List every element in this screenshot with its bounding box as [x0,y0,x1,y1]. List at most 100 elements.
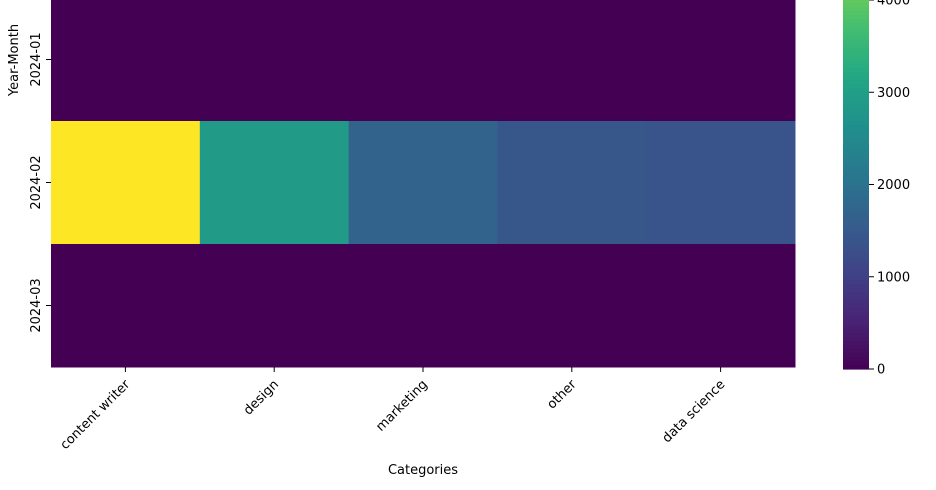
colorbar-segment [843,112,869,117]
heatmap-cell [646,244,796,368]
colorbar-segment [843,234,869,240]
colorbar-segment [843,181,869,187]
heatmap-cell [497,0,647,122]
colorbar-segment [843,87,869,93]
colorbar-segment [843,328,869,333]
colorbar-segment [843,161,869,166]
colorbar-segment [843,250,869,256]
colorbar-segment [843,258,869,264]
colorbar-segment [843,153,869,158]
colorbar-segment [843,14,869,20]
colorbar-tick-label: 0 [877,363,885,378]
colorbar-tick-label: 2000 [877,178,910,193]
colorbar-segment [843,75,869,81]
colorbar-segment [843,136,869,142]
colorbar-segment [843,364,869,370]
colorbar-segment [843,38,869,44]
colorbar-segment [843,299,869,305]
x-axis-ticks: content writer design marketing other data s… [58,367,729,453]
colorbar-tick-label: 3000 [877,86,910,101]
heatmap-cell [348,0,498,122]
heatmap-cell [497,121,647,245]
colorbar-segment [843,316,869,321]
colorbar-segment [843,283,869,289]
colorbar-segment [843,124,869,130]
colorbar-segment [843,63,869,69]
colorbar-tick-label: 1000 [877,270,910,285]
y-axis-ticks: 2024-01 2024-02 2024-03 [29,32,51,333]
heatmap-cell [51,244,201,368]
colorbar-segment [843,340,869,346]
colorbar-segment [843,104,869,109]
colorbar-segment [843,226,869,232]
heatmap-cell [646,121,796,245]
colorbar-segment [843,0,869,3]
colorbar-segment [843,144,869,150]
colorbar-segment [843,307,869,313]
y-tick-label: 2024-02 [29,155,44,209]
colorbar-segment [843,79,869,85]
colorbar-segment [843,128,869,134]
colorbar-segment [843,169,869,175]
colorbar-segment [843,2,869,7]
colorbar-segment [843,242,869,248]
colorbar-segment [843,148,869,154]
colorbar-segment [843,344,869,350]
heatmap-cell [348,244,498,368]
colorbar-segment [843,71,869,77]
colorbar-segment [843,30,869,36]
colorbar-segment [843,336,869,342]
colorbar-segment [843,91,869,97]
heatmap-cells [51,0,796,368]
colorbar-segment [843,116,869,122]
colorbar-segment [843,246,869,252]
colorbar-segment [843,6,869,12]
colorbar-segment [843,320,869,325]
colorbar-segment [843,96,869,101]
heatmap-cell [646,0,796,122]
colorbar-segment [843,18,869,24]
colorbar-segment [843,348,869,354]
colorbar-segment [843,279,869,285]
colorbar-segment [843,238,869,244]
colorbar-segment [843,230,869,236]
colorbar-segment [843,287,869,293]
x-tick-label: design [241,377,282,418]
colorbar-segment [843,210,869,215]
colorbar-segment [843,47,869,52]
colorbar-segment [843,271,869,276]
colorbar-segment [843,218,869,223]
colorbar-segment [843,177,869,183]
colorbar-segment [843,140,869,146]
colorbar-segment [843,275,869,280]
colorbar-segment [843,26,869,32]
colorbar-segment [843,352,869,358]
y-tick-label: 2024-01 [29,32,44,86]
colorbar-segment [843,83,869,89]
heatmap-cell [199,121,350,245]
colorbar-segment [843,206,869,211]
y-tick-label: 2024-03 [29,278,44,332]
colorbar-segment [843,295,869,301]
colorbar-segment [843,193,869,199]
colorbar-segment [843,360,869,366]
colorbar-segment [843,108,869,113]
x-tick-label: other [545,377,581,413]
colorbar-segment [843,173,869,179]
colorbar-segment [843,157,869,162]
colorbar-tick-label: 4000 [877,0,910,9]
x-tick-label: data science [660,377,729,446]
colorbar-segment [843,311,869,317]
heatmap-cell [348,121,498,245]
colorbar-segment [843,303,869,309]
colorbar-segment [843,34,869,40]
colorbar-segment [843,214,869,219]
colorbar-segment [843,189,869,195]
colorbar-segment [843,197,869,203]
colorbar-segment [843,165,869,170]
colorbar-segment [843,51,869,56]
colorbar-segment [843,254,869,260]
colorbar-segment [843,267,869,272]
heatmap-cell [199,0,350,122]
